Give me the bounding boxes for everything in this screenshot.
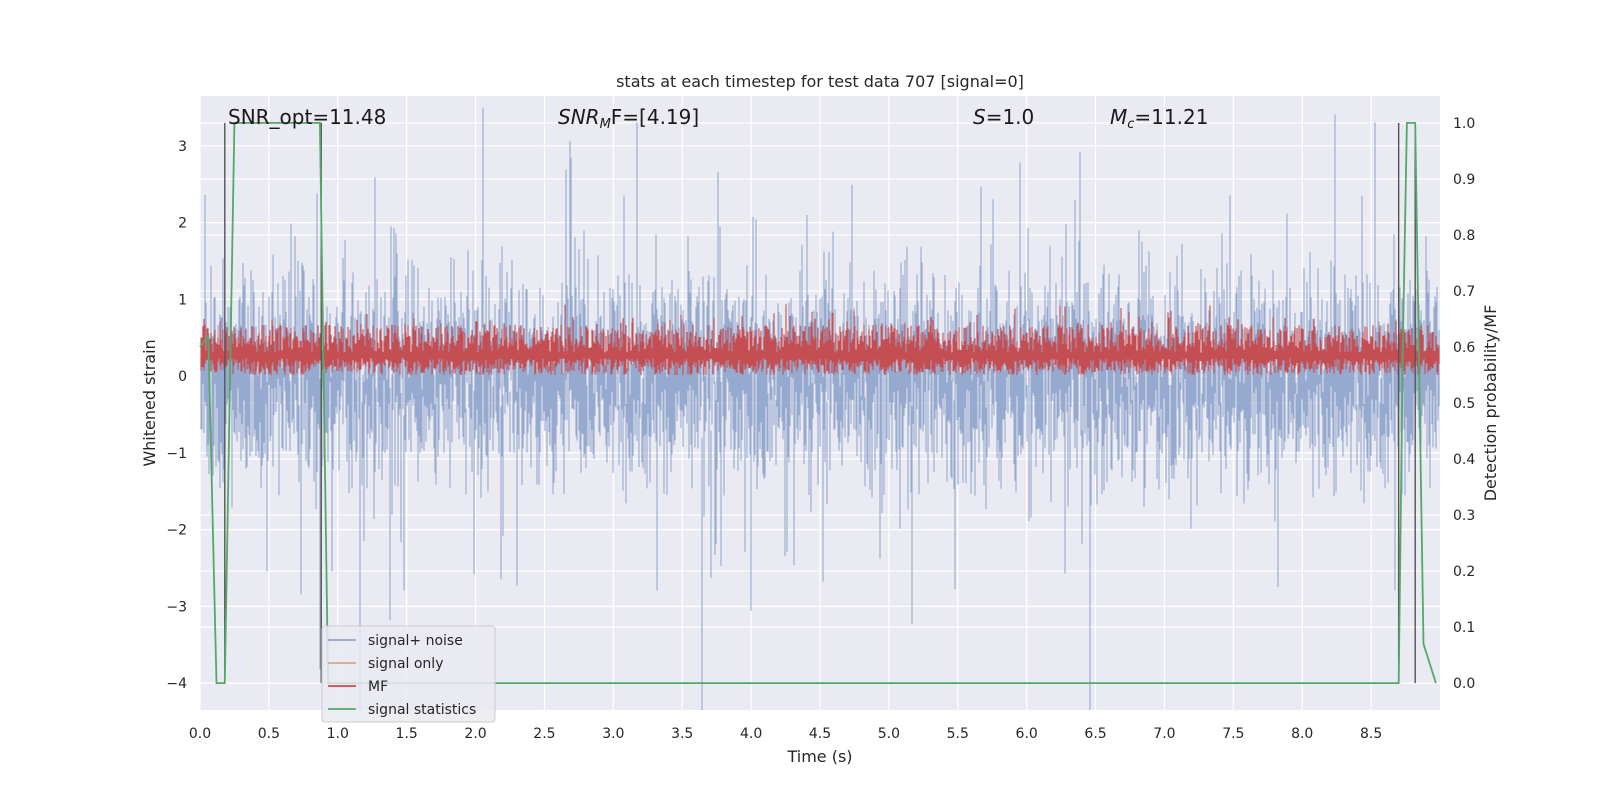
- x-tick-8: 4.0: [740, 726, 762, 742]
- y2-tick-1: 0.9: [1453, 172, 1475, 188]
- s-rest: =1.0: [986, 105, 1035, 129]
- x-tick-10: 5.0: [878, 726, 900, 742]
- y-tick-4: −1: [166, 446, 187, 462]
- y2-tick-2: 0.8: [1453, 228, 1475, 244]
- y2-tick-9: 0.1: [1453, 620, 1475, 636]
- legend: signal+ noise signal only MF signal stat…: [321, 625, 496, 723]
- series-mf: [200, 304, 1440, 375]
- y2-tick-8: 0.2: [1453, 564, 1475, 580]
- y2-tick-10: 0.0: [1453, 676, 1475, 692]
- x-tick-4: 2.0: [464, 726, 486, 742]
- y-tick-7: −4: [166, 676, 187, 692]
- y-tick-labels: 3 2 1 0 −1 −2 −3 −4: [166, 139, 187, 692]
- x-axis-label: Time (s): [786, 747, 852, 766]
- annotation-s: S=1.0: [973, 105, 1034, 129]
- x-tick-0: 0.0: [189, 726, 211, 742]
- x-tick-9: 4.5: [809, 726, 831, 742]
- x-tick-15: 7.5: [1222, 726, 1244, 742]
- x-tick-13: 6.5: [1084, 726, 1106, 742]
- x-tick-6: 3.0: [602, 726, 624, 742]
- x-tick-12: 6.0: [1016, 726, 1038, 742]
- y2-tick-0: 1.0: [1453, 116, 1475, 132]
- x-tick-11: 5.5: [947, 726, 969, 742]
- legend-label-signal-noise: signal+ noise: [368, 633, 463, 649]
- mc-main: M: [1110, 105, 1127, 129]
- y-tick-5: −2: [166, 523, 187, 539]
- snr-mf-sub: M: [600, 117, 611, 132]
- x-tick-17: 8.5: [1360, 726, 1382, 742]
- y2-tick-3: 0.7: [1453, 284, 1475, 300]
- y2-tick-6: 0.4: [1453, 452, 1475, 468]
- mc-rest: =11.21: [1134, 105, 1208, 129]
- x-tick-14: 7.0: [1153, 726, 1175, 742]
- snr-mf-main: SNR: [558, 105, 600, 129]
- y-tick-3: 0: [178, 369, 187, 385]
- snr-mf-rest: F=[4.19]: [611, 105, 699, 129]
- mf-trace: [200, 304, 1440, 375]
- y-tick-0: 3: [178, 139, 187, 155]
- x-tick-7: 3.5: [671, 726, 693, 742]
- y-tick-1: 2: [178, 216, 187, 232]
- annotation-mc: Mc=11.21: [1110, 105, 1208, 132]
- chart-title: stats at each timestep for test data 707…: [616, 72, 1024, 91]
- x-tick-3: 1.5: [396, 726, 418, 742]
- annotation-snr-mf: SNRMF=[4.19]: [558, 105, 699, 132]
- x-tick-2: 1.0: [327, 726, 349, 742]
- legend-label-signal-statistics: signal statistics: [368, 702, 476, 718]
- y2-axis-label: Detection probability/MF: [1481, 305, 1500, 502]
- legend-label-signal-only: signal only: [368, 656, 443, 672]
- x-tick-5: 2.5: [533, 726, 555, 742]
- annotation-snr-opt: SNR_opt=11.48: [228, 105, 386, 129]
- legend-label-mf: MF: [368, 679, 388, 695]
- y2-tick-labels: 1.0 0.9 0.8 0.7 0.6 0.5 0.4 0.3 0.2 0.1 0.0: [1453, 116, 1475, 692]
- mc-sub: c: [1127, 117, 1134, 132]
- y-tick-6: −3: [166, 599, 187, 615]
- y2-tick-5: 0.5: [1453, 396, 1475, 412]
- y2-tick-4: 0.6: [1453, 340, 1475, 356]
- x-tick-1: 0.5: [258, 726, 280, 742]
- y-axis-label: Whitened strain: [140, 339, 159, 466]
- x-tick-16: 8.0: [1291, 726, 1313, 742]
- x-tick-labels: 0.0 0.5 1.0 1.5 2.0 2.5 3.0 3.5 4.0 4.5 5.0 5.5 6.0 6…: [189, 726, 1382, 742]
- legend-box: [321, 625, 496, 723]
- y2-tick-7: 0.3: [1453, 508, 1475, 524]
- y-tick-2: 1: [178, 292, 187, 308]
- s-main: S: [973, 105, 986, 129]
